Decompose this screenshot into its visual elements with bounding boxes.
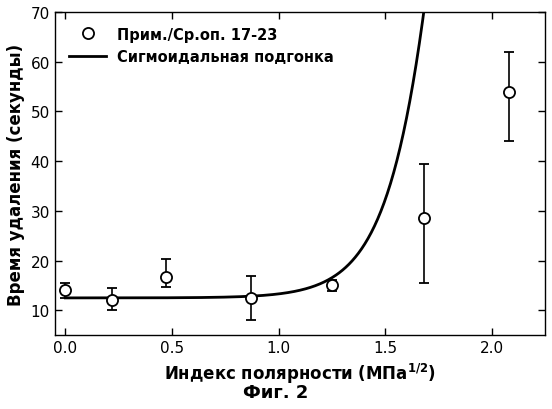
Legend: Прим./Ср.оп. 17-23, Сигмоидальная подгонка: Прим./Ср.оп. 17-23, Сигмоидальная подгон… [62,20,342,72]
X-axis label: $\bf{Индекс\ полярности\ (МПа^{1/2})}$: $\bf{Индекс\ полярности\ (МПа^{1/2})}$ [164,361,436,385]
Text: Фиг. 2: Фиг. 2 [243,383,309,401]
Y-axis label: Время удаления (секунды): Время удаления (секунды) [7,43,25,305]
